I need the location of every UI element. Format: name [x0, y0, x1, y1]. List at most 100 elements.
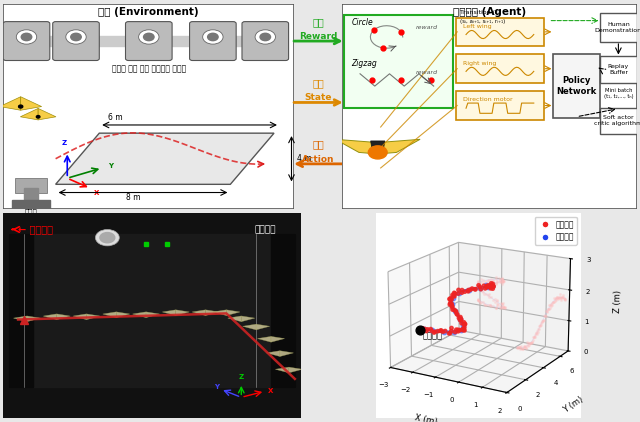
FancyBboxPatch shape — [52, 22, 99, 60]
X-axis label: X (m): X (m) — [414, 414, 438, 422]
Bar — [18, 36, 280, 46]
Circle shape — [19, 105, 23, 108]
Text: 상태: 상태 — [312, 78, 324, 88]
FancyBboxPatch shape — [456, 54, 544, 83]
FancyBboxPatch shape — [344, 16, 453, 108]
Polygon shape — [266, 351, 280, 357]
Circle shape — [16, 30, 36, 44]
Bar — [12, 200, 50, 208]
Polygon shape — [243, 324, 256, 330]
Polygon shape — [378, 139, 420, 154]
Text: (sᵢ, aᵢ₊₁, sᵢ₊₁, rᵢ₊₁): (sᵢ, aᵢ₊₁, sᵢ₊₁, rᵢ₊₁) — [460, 19, 506, 24]
FancyBboxPatch shape — [3, 4, 294, 209]
Y-axis label: Y (m): Y (m) — [561, 395, 585, 415]
Circle shape — [255, 30, 275, 44]
Polygon shape — [57, 314, 70, 319]
Circle shape — [207, 33, 218, 41]
Circle shape — [139, 30, 159, 44]
Text: 에이전트 (Agent): 에이전트 (Agent) — [453, 8, 526, 17]
Circle shape — [66, 30, 86, 44]
Polygon shape — [176, 310, 189, 316]
Polygon shape — [146, 312, 159, 318]
Text: Z: Z — [238, 374, 244, 380]
FancyBboxPatch shape — [342, 4, 637, 209]
Text: 4 m: 4 m — [298, 154, 312, 163]
Text: reward: reward — [416, 70, 438, 75]
Polygon shape — [0, 97, 20, 110]
Circle shape — [95, 230, 119, 246]
Text: Policy
Network: Policy Network — [556, 76, 596, 96]
Polygon shape — [371, 141, 385, 156]
FancyBboxPatch shape — [600, 57, 637, 83]
Text: X: X — [268, 388, 273, 394]
Text: Soft actor
critic algorithm: Soft actor critic algorithm — [595, 116, 640, 126]
Polygon shape — [132, 312, 146, 318]
Polygon shape — [20, 97, 42, 110]
Polygon shape — [227, 310, 240, 316]
Polygon shape — [163, 310, 176, 316]
Text: ← 비행경로: ← 비행경로 — [18, 225, 53, 235]
Text: Reward: Reward — [300, 32, 337, 41]
Text: Y: Y — [108, 163, 113, 169]
FancyBboxPatch shape — [3, 22, 50, 60]
Text: reward: reward — [416, 25, 438, 30]
FancyBboxPatch shape — [125, 22, 172, 60]
Bar — [9, 233, 295, 387]
Polygon shape — [20, 108, 38, 120]
Polygon shape — [241, 316, 255, 322]
Polygon shape — [103, 312, 116, 318]
Text: Transition (tᵢ): Transition (tᵢ) — [460, 11, 501, 16]
Text: X: X — [93, 189, 99, 195]
Text: Z: Z — [61, 141, 67, 146]
Circle shape — [21, 33, 32, 41]
Text: 비행에 따른 보상 모니터링 시스템: 비행에 따른 보상 모니터링 시스템 — [111, 64, 186, 73]
Polygon shape — [335, 139, 378, 154]
Text: State: State — [305, 93, 332, 103]
Text: Replay
Buffer: Replay Buffer — [608, 64, 629, 75]
Text: Zigzag: Zigzag — [351, 59, 377, 68]
Circle shape — [203, 30, 223, 44]
Polygon shape — [56, 133, 274, 184]
Circle shape — [368, 146, 387, 159]
Bar — [271, 233, 295, 387]
Text: 발사체: 발사체 — [24, 208, 37, 215]
Polygon shape — [256, 324, 269, 330]
Circle shape — [143, 33, 154, 41]
Text: Left wing: Left wing — [463, 24, 492, 29]
Bar — [15, 178, 47, 192]
Polygon shape — [192, 310, 205, 316]
Circle shape — [100, 233, 115, 243]
Text: 6 m: 6 m — [108, 113, 123, 122]
Polygon shape — [86, 314, 100, 319]
Polygon shape — [13, 316, 27, 322]
Legend: 실제경로, 예측경로: 실제경로, 예측경로 — [535, 217, 577, 245]
Bar — [24, 188, 38, 203]
Text: Direction motor: Direction motor — [463, 97, 513, 103]
FancyBboxPatch shape — [242, 22, 289, 60]
Text: Human
Demonstration: Human Demonstration — [595, 22, 640, 33]
Text: 행동: 행동 — [312, 140, 324, 149]
FancyBboxPatch shape — [600, 14, 637, 42]
Polygon shape — [27, 316, 40, 322]
Text: Action: Action — [302, 155, 335, 164]
Text: Circle: Circle — [351, 18, 373, 27]
FancyBboxPatch shape — [553, 54, 600, 118]
Bar — [9, 233, 33, 387]
Text: 환경 (Environment): 환경 (Environment) — [99, 8, 199, 17]
Polygon shape — [280, 351, 294, 357]
Polygon shape — [44, 314, 57, 319]
Polygon shape — [213, 310, 227, 316]
FancyBboxPatch shape — [600, 108, 637, 134]
Polygon shape — [228, 316, 241, 322]
Text: Mini batch
(t₁, t₂,..., tₙ): Mini batch (t₁, t₂,..., tₙ) — [604, 88, 633, 99]
FancyBboxPatch shape — [189, 22, 236, 60]
Polygon shape — [289, 367, 303, 373]
Polygon shape — [271, 336, 285, 342]
Text: Right wing: Right wing — [463, 60, 497, 65]
Text: 8 m: 8 m — [125, 193, 140, 202]
Polygon shape — [275, 367, 289, 373]
Polygon shape — [257, 336, 271, 342]
FancyBboxPatch shape — [456, 18, 544, 46]
Circle shape — [260, 33, 271, 41]
Circle shape — [36, 116, 40, 118]
